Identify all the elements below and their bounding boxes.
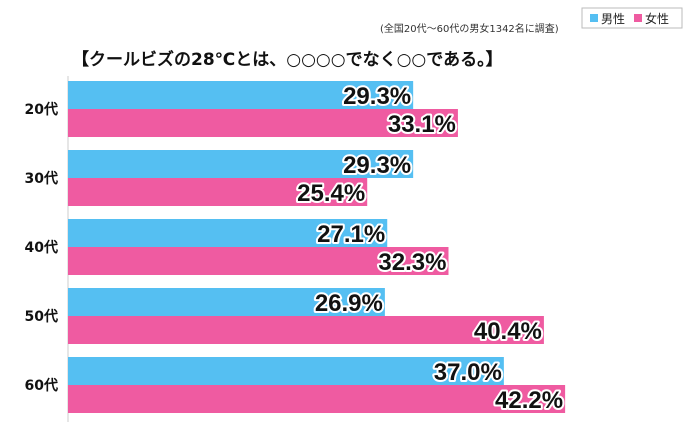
survey-note: (全国20代～60代の男女1342名に調査) <box>380 22 559 35</box>
bar-female <box>68 316 544 344</box>
value-label-male: 29.3% <box>343 152 411 179</box>
value-label-male: 29.3% <box>343 83 411 110</box>
value-label-male: 37.0% <box>434 359 502 386</box>
bar-female <box>68 178 368 206</box>
legend: 男性 女性 <box>581 7 683 29</box>
bar-female <box>68 109 458 137</box>
category-label: 40代 <box>25 239 58 256</box>
legend-frame <box>581 7 683 29</box>
category-label: 30代 <box>25 170 58 187</box>
bar-male <box>68 81 414 109</box>
value-label-female: 42.2% <box>495 387 563 414</box>
chart-title: 【クールビズの28℃とは、○○○○でなく○○である。】 <box>72 49 503 70</box>
bar-male <box>68 150 414 178</box>
value-label-female: 25.4% <box>297 180 365 207</box>
bar-male <box>68 357 504 385</box>
value-label-male: 26.9% <box>315 290 383 317</box>
category-label: 60代 <box>25 377 58 394</box>
bars-group: 20代 29.3%33.1%30代 29.3%25.4%40代 27.1%32.3%5… <box>25 81 566 416</box>
legend-label-female: 女性 <box>645 11 669 26</box>
value-label-female: 40.4% <box>474 318 542 345</box>
value-label-female: 33.1% <box>388 111 456 138</box>
category-label: 50代 <box>25 308 58 325</box>
category-label: 20代 <box>25 101 58 118</box>
legend-swatch-female <box>634 14 642 22</box>
bar-female <box>68 247 449 275</box>
value-label-female: 32.3% <box>378 249 446 276</box>
legend-label-male: 男性 <box>601 12 625 26</box>
value-label-male: 27.1% <box>317 221 385 248</box>
bar-male <box>68 219 388 247</box>
bar-female <box>68 385 566 413</box>
bar-male <box>68 288 385 316</box>
legend-swatch-male <box>590 14 598 22</box>
